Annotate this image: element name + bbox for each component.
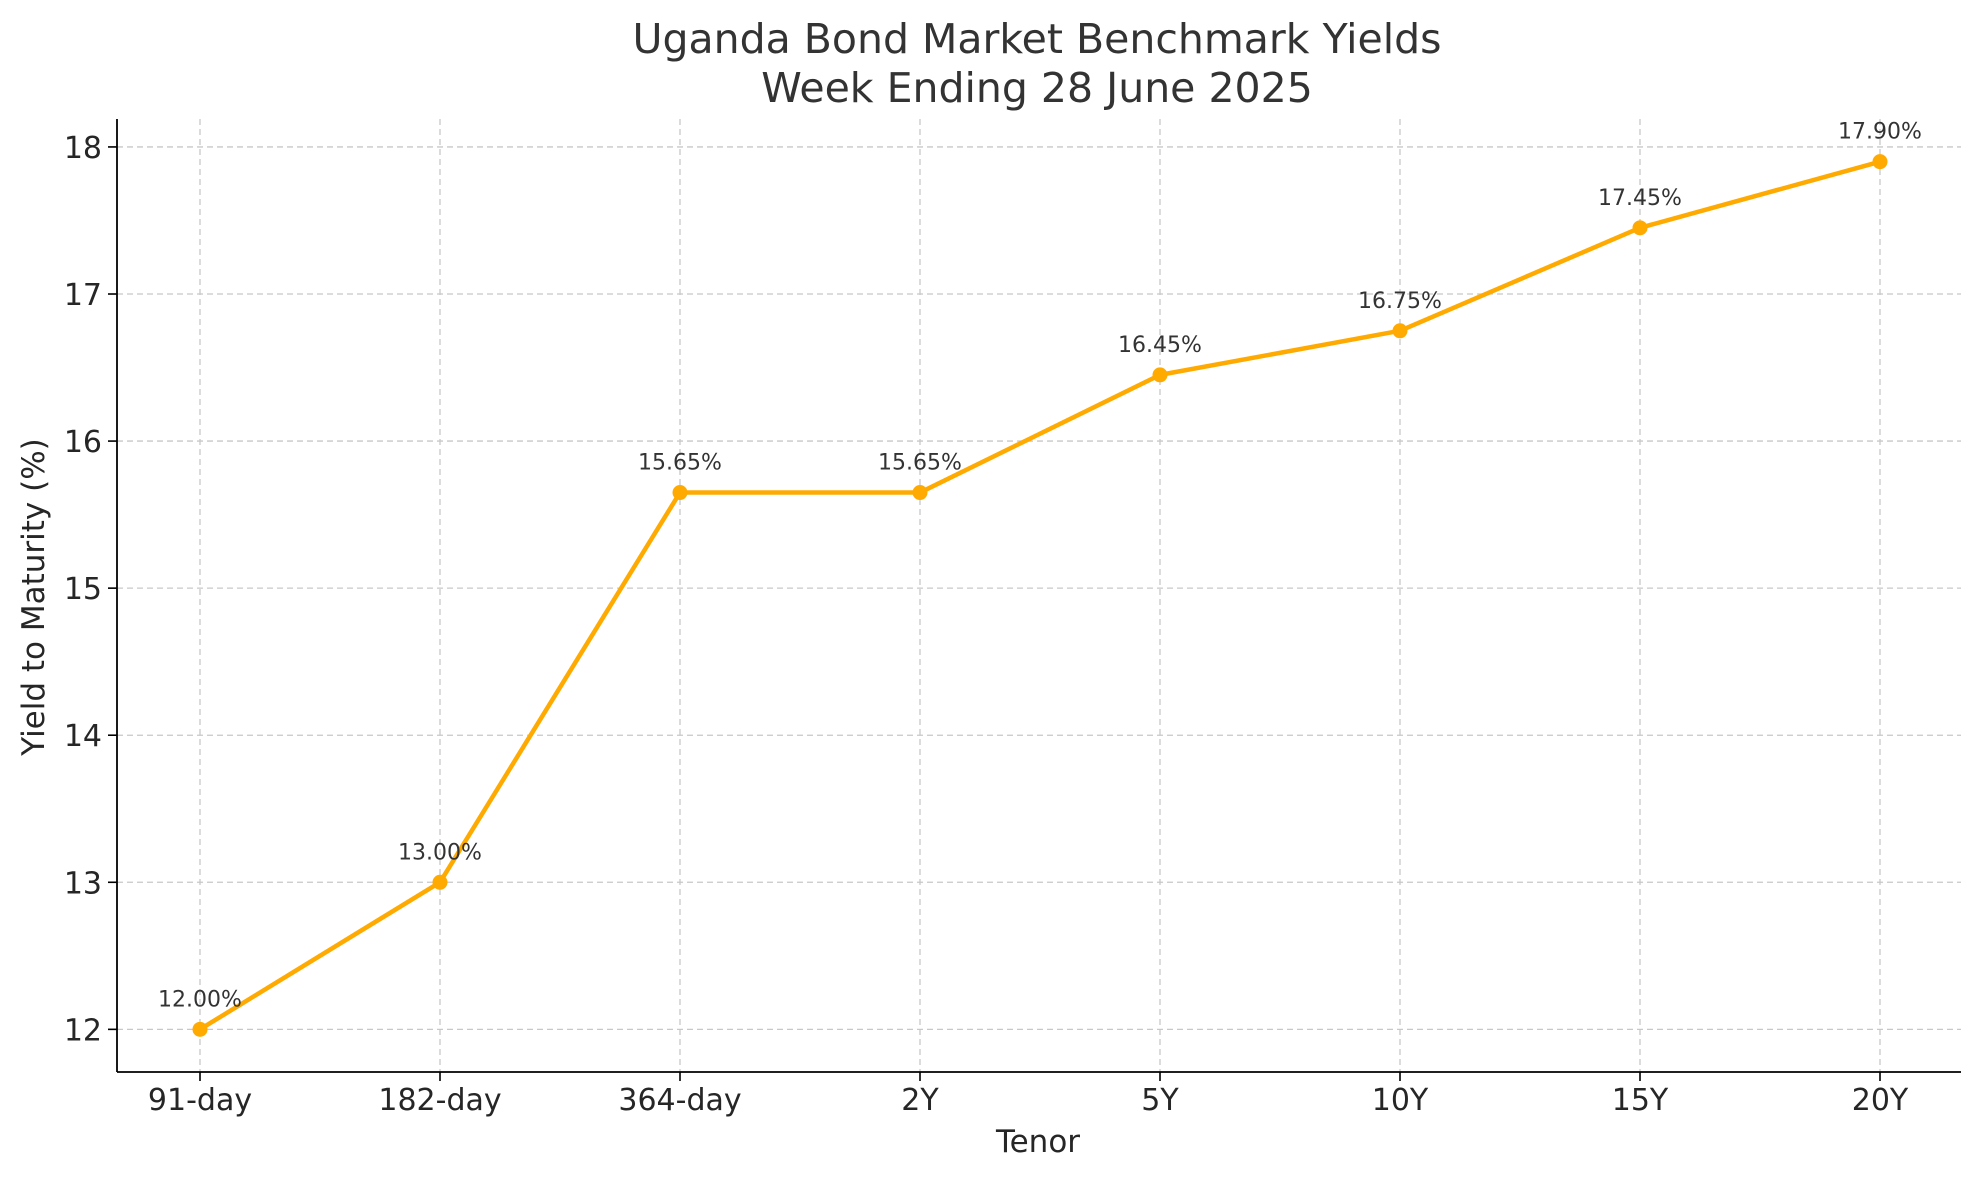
grid-lines — [117, 119, 1961, 1072]
x-tick-label: 10Y — [1372, 1083, 1429, 1118]
data-label: 15.65% — [878, 451, 962, 476]
data-label: 16.75% — [1358, 289, 1442, 314]
x-tick-label: 5Y — [1141, 1083, 1179, 1118]
data-point — [1632, 220, 1648, 236]
yield-series — [192, 154, 1888, 1037]
y-tick-label: 16 — [64, 425, 102, 460]
y-tick-label: 17 — [64, 278, 102, 313]
data-label: 12.00% — [158, 987, 242, 1012]
data-point — [432, 874, 448, 890]
y-tick-label: 14 — [64, 719, 102, 754]
y-tick-label: 18 — [64, 131, 102, 166]
x-tick-label: 182-day — [378, 1083, 501, 1118]
data-label: 17.90% — [1838, 120, 1922, 145]
y-tick-label: 12 — [64, 1013, 102, 1048]
data-point — [1152, 367, 1168, 383]
yield-line — [197, 159, 1883, 1032]
x-tick-labels: 91-day 182-day 364-day 2Y 5Y 10Y 15Y 20Y — [148, 1083, 1909, 1118]
data-label: 17.45% — [1598, 186, 1682, 211]
data-label: 16.45% — [1118, 333, 1202, 358]
data-label: 15.65% — [638, 451, 722, 476]
x-tick-label: 91-day — [148, 1083, 252, 1118]
y-tick-label: 13 — [64, 866, 102, 901]
data-point — [1392, 323, 1408, 339]
chart-title-line-1: Uganda Bond Market Benchmark Yields — [632, 15, 1441, 63]
x-tick-label: 364-day — [618, 1083, 741, 1118]
data-point — [912, 485, 928, 501]
x-axis-label: Tenor — [995, 1124, 1080, 1160]
y-tick-label: 15 — [64, 572, 102, 607]
x-tick-label: 2Y — [901, 1083, 939, 1118]
axes — [108, 119, 1961, 1081]
data-labels: 12.00% 13.00% 15.65% 15.65% 16.45% 16.75% 17.4… — [158, 120, 1922, 1013]
chart-title-line-2: Week Ending 28 June 2025 — [761, 64, 1313, 112]
data-label: 13.00% — [398, 840, 482, 865]
x-tick-label: 15Y — [1612, 1083, 1669, 1118]
x-tick-label: 20Y — [1852, 1083, 1909, 1118]
y-tick-labels: 12 13 14 15 16 17 18 — [64, 131, 102, 1048]
data-point — [672, 485, 688, 501]
data-point — [192, 1021, 208, 1037]
y-axis-label: Yield to Maturity (%) — [16, 438, 52, 757]
data-point — [1872, 154, 1888, 170]
